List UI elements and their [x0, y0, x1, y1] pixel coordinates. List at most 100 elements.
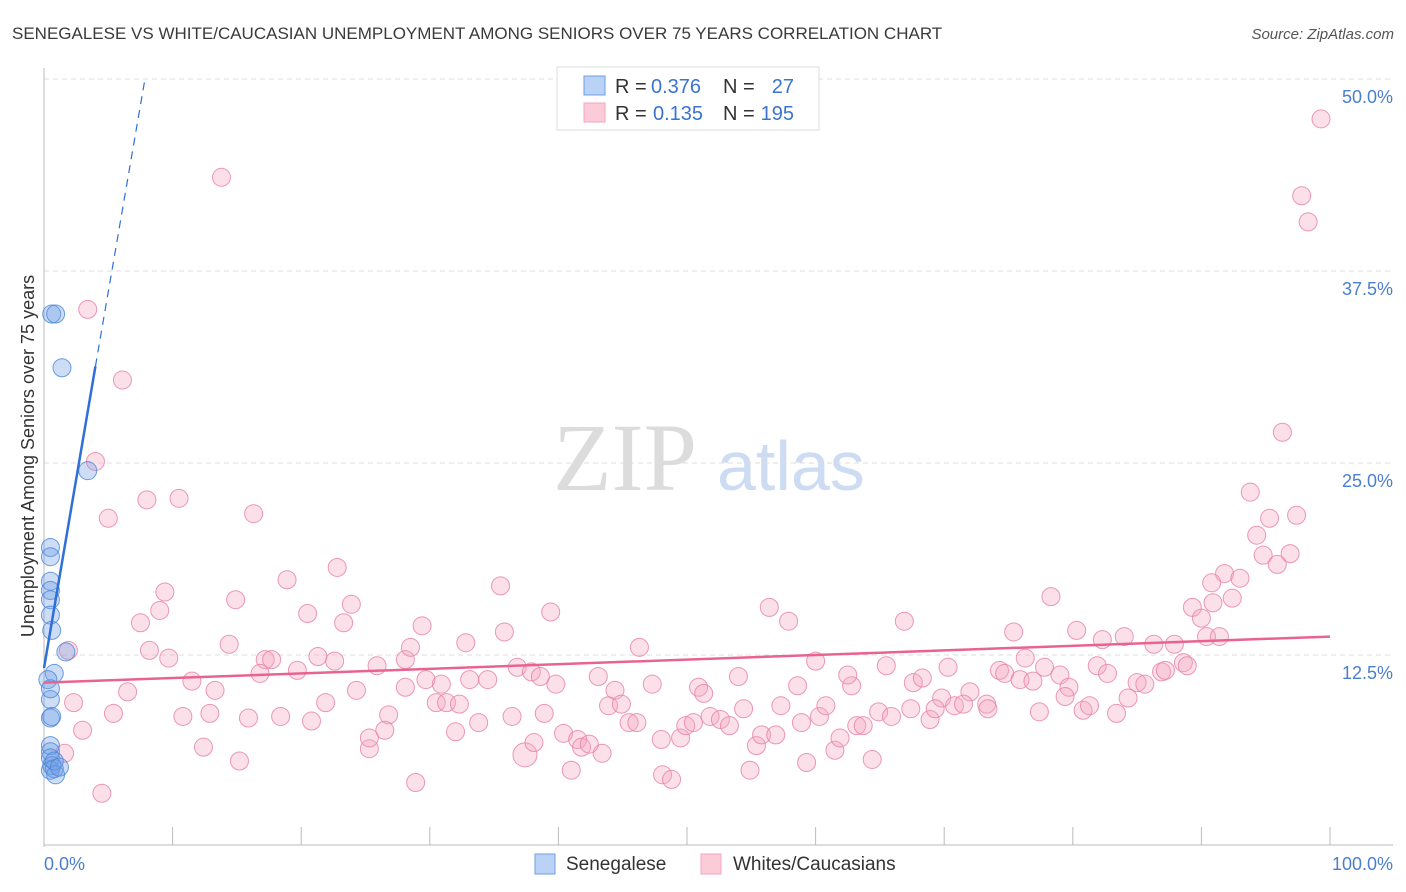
data-point — [130, 613, 150, 633]
data-point — [611, 694, 631, 714]
data-point — [219, 634, 239, 654]
data-point — [159, 648, 179, 668]
x-tick-label-max: 100.0% — [1332, 854, 1393, 874]
data-point — [842, 676, 862, 696]
data-point — [327, 557, 347, 577]
data-point — [401, 637, 421, 657]
trend-lines — [42, 78, 1331, 684]
data-point — [341, 594, 361, 614]
data-point — [752, 725, 772, 745]
data-point — [64, 693, 84, 713]
data-point — [1029, 702, 1049, 722]
watermark-atlas: atlas — [717, 427, 865, 505]
data-point — [788, 676, 808, 696]
data-point — [56, 642, 76, 662]
data-point — [1041, 587, 1061, 607]
legend-r-value-0: 0.376 — [651, 76, 701, 98]
y-tick-label: 37.5% — [1342, 279, 1393, 299]
data-point — [853, 716, 873, 736]
data-point — [211, 167, 231, 187]
data-point — [989, 660, 1009, 680]
data-point — [779, 611, 799, 631]
data-point — [1035, 657, 1055, 677]
data-point — [40, 547, 60, 567]
data-point — [1080, 696, 1100, 716]
data-point — [825, 740, 845, 760]
data-point — [73, 720, 93, 740]
data-point — [200, 703, 220, 723]
data-point — [1292, 186, 1312, 206]
data-point — [759, 597, 779, 617]
data-point — [1087, 656, 1107, 676]
data-point — [1127, 673, 1147, 693]
data-point — [137, 490, 157, 510]
data-point — [912, 668, 932, 688]
data-point — [683, 713, 703, 733]
data-point — [1055, 686, 1075, 706]
bottom-legend-swatch-whites — [700, 853, 722, 875]
data-point — [112, 370, 132, 390]
data-point — [629, 637, 649, 657]
data-point — [469, 713, 489, 733]
data-point — [830, 728, 850, 748]
data-point — [40, 708, 60, 728]
data-point — [1240, 482, 1260, 502]
data-point — [689, 677, 709, 697]
data-point — [277, 570, 297, 590]
data-point — [271, 706, 291, 726]
data-point — [1253, 545, 1273, 565]
data-point — [507, 657, 527, 677]
data-point — [642, 674, 662, 694]
data-point — [881, 706, 901, 726]
data-point — [1015, 648, 1035, 668]
data-point — [446, 722, 466, 742]
data-point — [734, 699, 754, 719]
data-point — [205, 680, 225, 700]
data-point — [169, 488, 189, 508]
data-point — [298, 604, 318, 624]
data-point — [375, 720, 395, 740]
legend-r-value-1: 0.135 — [653, 103, 703, 125]
gridlines — [44, 78, 1393, 656]
watermark: ZIP atlas — [553, 404, 865, 511]
data-point — [301, 711, 321, 731]
y-tick-label: 25.0% — [1342, 471, 1393, 491]
data-point — [193, 737, 213, 757]
data-point — [287, 660, 307, 680]
data-point — [346, 680, 366, 700]
y-tick-label: 12.5% — [1342, 663, 1393, 683]
data-point — [494, 622, 514, 642]
data-point — [546, 674, 566, 694]
data-point — [771, 696, 791, 716]
data-point — [1311, 109, 1331, 129]
data-point — [797, 753, 817, 773]
data-point — [1202, 573, 1222, 593]
data-point — [155, 582, 175, 602]
data-point — [978, 699, 998, 719]
legend-n-value-0: 27 — [772, 76, 794, 98]
data-point — [862, 749, 882, 769]
data-point — [651, 729, 671, 749]
data-point — [1164, 634, 1184, 654]
data-point — [103, 703, 123, 723]
data-point — [379, 705, 399, 725]
legend-n-label-1: N = — [723, 103, 755, 125]
data-point — [1173, 653, 1193, 673]
data-point — [52, 358, 72, 378]
data-point — [359, 728, 379, 748]
data-point — [1267, 554, 1287, 574]
data-point — [1230, 568, 1250, 588]
data-point — [816, 696, 836, 716]
data-point — [359, 739, 379, 759]
data-point — [541, 602, 561, 622]
y-tick-labels: 12.5% 25.0% 37.5% 50.0% — [1342, 87, 1393, 683]
data-point — [592, 743, 612, 763]
data-point — [1155, 660, 1175, 680]
data-point — [431, 674, 451, 694]
data-point — [766, 725, 786, 745]
data-point — [901, 699, 921, 719]
data-point — [229, 751, 249, 771]
trend-line-whites — [43, 635, 1331, 684]
data-point — [38, 670, 58, 690]
data-point — [150, 600, 170, 620]
